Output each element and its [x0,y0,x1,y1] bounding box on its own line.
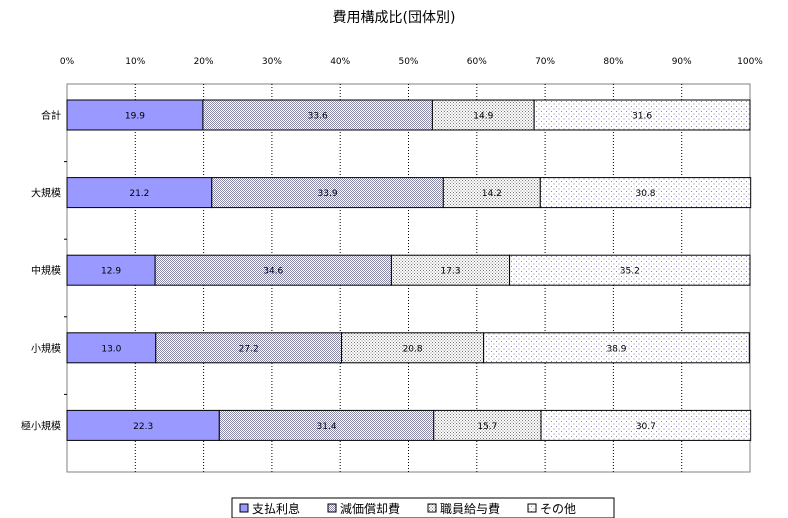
data-label: 21.2 [129,189,149,199]
category-label: 極小規模 [21,419,61,432]
x-tick-label: 0% [60,57,75,67]
legend-swatch [239,503,249,513]
bar-segment [66,409,220,441]
category-label: 中規模 [31,264,61,277]
bar-segment [509,254,751,286]
category-label: 合計 [41,109,61,122]
x-tick-label: 50% [398,57,418,67]
bar-segment [540,409,752,441]
bar-segment [218,409,435,441]
bar-segment [66,99,204,131]
bar-segment [431,99,535,131]
data-label: 22.3 [133,422,153,432]
bar-segment [433,409,542,441]
data-label: 31.6 [632,112,652,122]
data-label: 38.9 [606,344,626,354]
x-tick-label: 30% [262,57,282,67]
chart-title: 費用構成比(団体別) [333,10,456,26]
legend-label: 支払利息 [252,501,300,516]
data-label: 20.8 [403,344,423,354]
bar-segment [390,254,511,286]
legend-label: 減価償却費 [340,501,400,516]
bar-segment [202,99,433,131]
data-label: 31.4 [317,422,337,432]
bar-segment [483,332,750,364]
legend-swatch [527,503,537,513]
data-label: 33.9 [318,189,338,199]
x-tick-label: 80% [603,57,623,67]
x-tick-label: 70% [535,57,555,67]
x-tick-label: 10% [125,57,145,67]
legend [231,497,615,518]
category-label: 大規模 [31,187,61,200]
legend-swatch [327,503,337,513]
bar-segment [154,254,392,286]
legend-label: 職員給与費 [440,501,500,516]
data-label: 30.8 [635,189,655,199]
data-label: 19.9 [125,112,145,122]
data-label: 13.0 [101,344,121,354]
x-tick-label: 90% [672,57,692,67]
x-tick-label: 100% [737,57,763,67]
x-tick-label: 60% [467,57,487,67]
data-label: 30.7 [636,422,656,432]
category-label: 小規模 [31,343,61,355]
legend-label: その他 [540,502,576,516]
legend-swatch [427,503,437,513]
data-label: 14.2 [482,189,502,199]
data-label: 12.9 [101,267,121,277]
data-label: 35.2 [620,267,640,277]
data-label: 17.3 [440,267,460,277]
x-tick-label: 20% [194,57,214,67]
data-label: 14.9 [473,112,493,122]
x-tick-label: 40% [330,57,350,67]
data-label: 15.7 [477,422,497,432]
bar-segment [539,177,752,209]
bar-segment [533,99,751,131]
bar-segment [66,254,156,286]
bar-segment [66,177,213,209]
data-label: 33.6 [308,112,328,122]
data-label: 27.2 [239,344,259,354]
bar-segment [66,332,157,364]
data-label: 34.6 [263,267,283,277]
